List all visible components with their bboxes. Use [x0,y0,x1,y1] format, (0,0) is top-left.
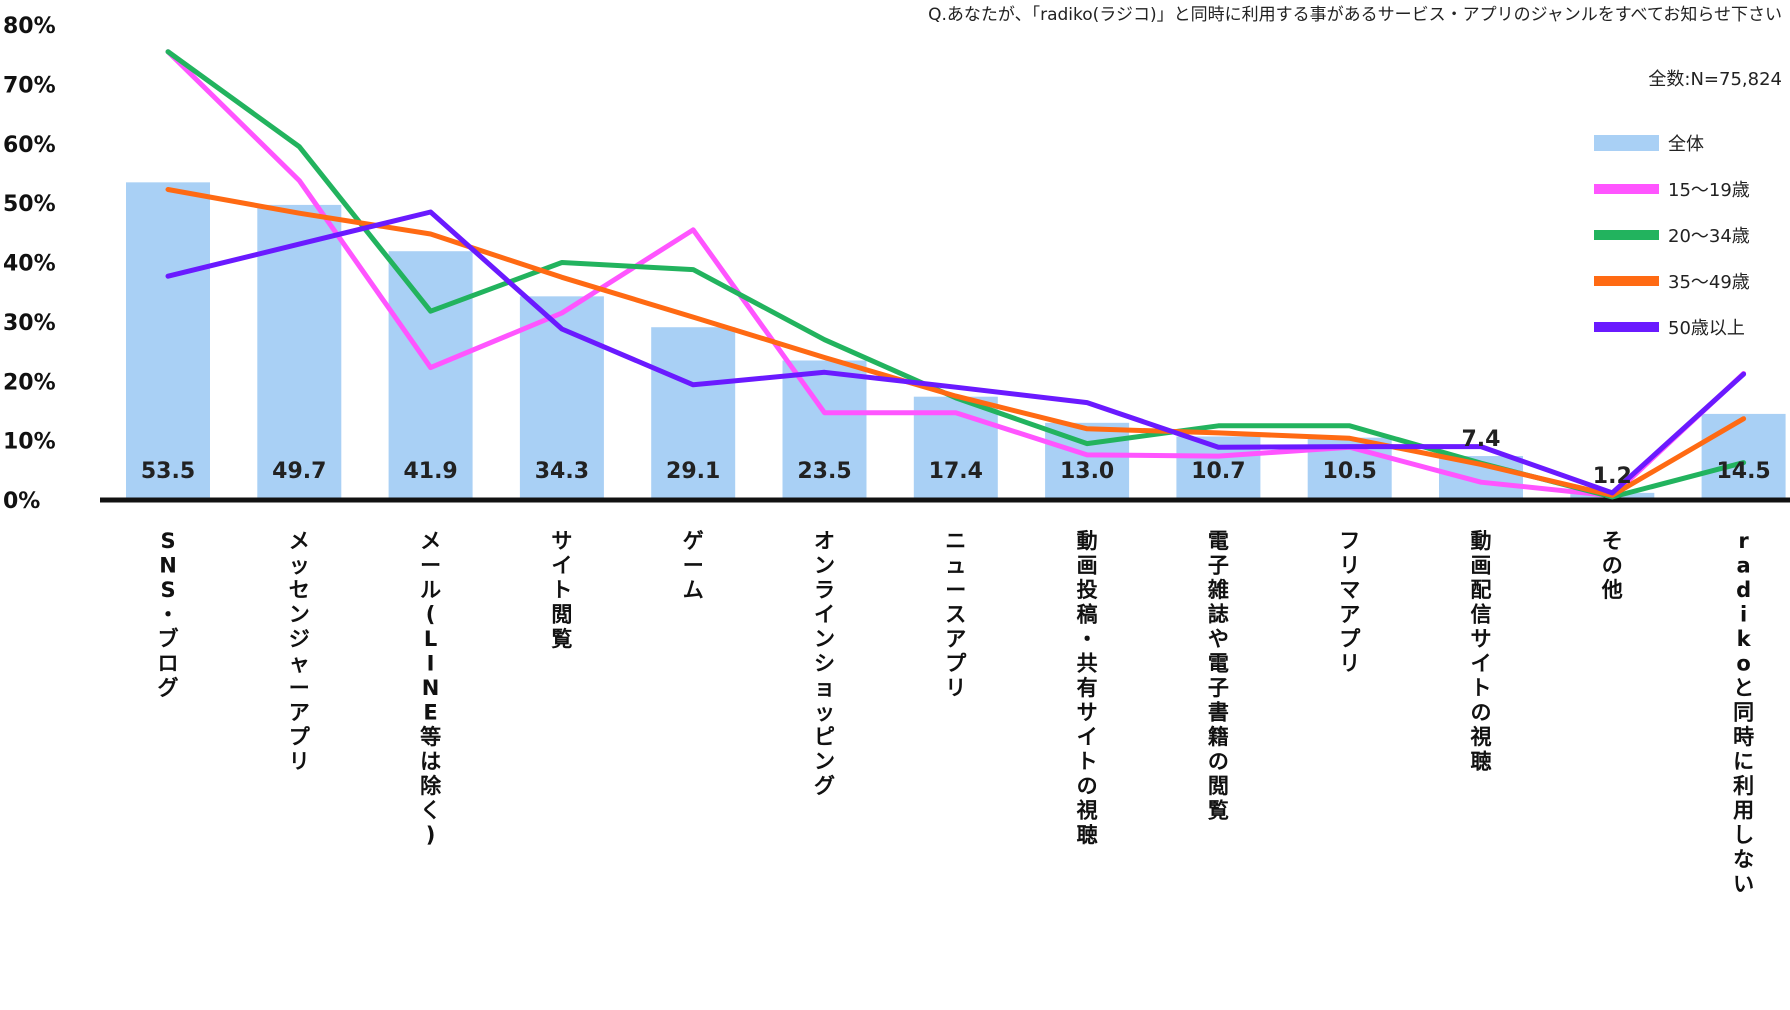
legend-label: 50歳以上 [1668,318,1745,339]
category-label: ゲーム [683,529,704,602]
bar-value-label: 53.5 [141,459,195,484]
bar-value-label: 29.1 [666,459,720,484]
category-label: メール(L I N E 等は除く) [420,529,442,847]
category-label: S N S ・ブログ [158,529,179,700]
bar-value-label: 17.4 [929,459,983,484]
category-label: フリマアプリ [1339,529,1361,676]
chart-title: Q.あなたが、「radiko(ラジコ)」と同時に利用する事があるサービス・アプリ… [928,5,1782,25]
legend-label: 全体 [1668,134,1704,155]
lines-layer [165,49,1747,500]
category-label: サイト閲覧 [551,529,572,651]
bar-5 [782,360,867,500]
legend-swatch [1594,230,1659,240]
bar-value-label: 10.5 [1323,459,1377,484]
y-tick-label: 40% [3,252,56,277]
category-label: r a d i k o と同時に利用しない [1733,529,1754,896]
legend-label: 35～49歳 [1668,272,1750,293]
category-label: ニュースアプリ [945,529,967,700]
category-label: その他 [1601,529,1623,602]
value-labels-layer: 53.5 49.7 41.9 34.3 29.1 23.5 17.4 13.0 10.7 10.5… [141,427,1771,489]
bar-1 [257,204,342,500]
bar-value-label: 14.5 [1716,459,1770,484]
category-label: 電子雑誌や電子書籍の閲覧 [1207,529,1229,823]
bar-value-label: 34.3 [535,459,589,484]
bar-0 [126,182,210,500]
category-label: オンラインショッピング [814,529,835,798]
series-line-2 [165,187,1747,498]
y-tick-label: 50% [3,192,56,217]
y-axis-ticks: 0% 10% 20% 30% 40% 50% 60% 70% 80% [3,14,56,514]
legend-swatch [1594,135,1659,151]
category-label: 動画配信サイトの視聴 [1470,529,1492,774]
bars-layer [126,182,1786,500]
y-tick-label: 30% [3,311,56,336]
category-label: 動画投稿・共有サイトの視聴 [1076,529,1098,847]
y-tick-label: 70% [3,73,56,98]
legend-swatch [1594,184,1659,194]
legend: 全体 15～19歳 20～34歳 35～49歳 50歳以上 [1594,134,1750,339]
bar-value-label: 7.4 [1462,427,1501,452]
bar-value-label: 49.7 [272,459,326,484]
y-tick-label: 0% [3,489,40,514]
y-tick-label: 60% [3,133,56,158]
category-label: メッセンジャーアプリ [289,529,311,774]
total-count-label: 全数:N=75,824 [1648,69,1782,90]
bar-2 [388,251,473,500]
bar-value-label: 23.5 [797,459,851,484]
legend-swatch [1594,322,1659,332]
legend-label: 15～19歳 [1668,180,1750,201]
bar-4 [651,327,736,500]
bar-12 [1701,413,1786,500]
bar-value-label: 1.2 [1593,464,1632,489]
legend-label: 20～34歳 [1668,226,1750,247]
series-line-0 [165,49,1747,499]
series-line-3 [165,209,1747,496]
y-tick-label: 20% [3,370,56,395]
plot-area: 53.5 49.7 41.9 34.3 29.1 23.5 17.4 13.0 10.7 10.5… [100,49,1790,503]
y-tick-label: 80% [3,14,56,39]
category-labels: S N S ・ブログ メッセンジャーアプリ メール(L I N E 等は除く) サイト閲覧 ゲーム オン… [158,529,1755,896]
y-tick-label: 10% [3,430,56,455]
legend-swatch [1594,276,1659,286]
bar-value-label: 41.9 [403,459,457,484]
bar-value-label: 13.0 [1060,459,1114,484]
bar-value-label: 10.7 [1191,459,1245,484]
